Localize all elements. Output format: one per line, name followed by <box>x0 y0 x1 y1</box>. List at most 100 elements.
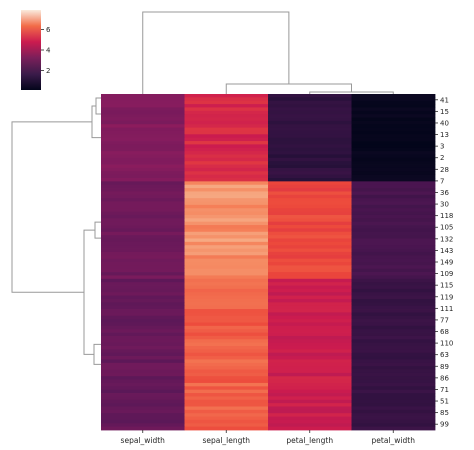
heatmap-cell <box>268 147 352 152</box>
heatmap-cells <box>101 94 436 431</box>
row-tick-label: 149 <box>440 259 453 267</box>
heatmap-cell <box>184 238 269 243</box>
heatmap-cell <box>351 352 436 357</box>
heatmap-cell <box>351 413 436 417</box>
heatmap-cell <box>268 225 352 229</box>
heatmap-cell <box>351 137 436 142</box>
heatmap-cell <box>101 349 185 354</box>
heatmap-cell <box>101 218 185 223</box>
row-tick-labels: 41 15 40 13 3 2 28 7 36 30 118 105 132 143 149 109 115 11… <box>435 96 453 429</box>
heatmap-cell <box>101 201 185 206</box>
heatmap-cell <box>101 322 185 327</box>
heatmap-cell <box>101 127 185 132</box>
heatmap-cell <box>101 120 185 125</box>
heatmap-cell <box>268 372 352 377</box>
heatmap-cell <box>268 413 352 417</box>
heatmap-cell <box>184 255 269 260</box>
heatmap-cell <box>184 144 269 149</box>
heatmap-cell <box>268 164 352 169</box>
heatmap-cell <box>351 238 436 243</box>
heatmap-cell <box>184 147 269 152</box>
heatmap-cell <box>101 403 185 407</box>
heatmap-cell <box>268 305 352 310</box>
heatmap-cell <box>268 265 352 270</box>
heatmap-cell <box>101 251 185 256</box>
heatmap-cell <box>351 151 436 155</box>
heatmap-cell <box>101 312 185 317</box>
heatmap-cell <box>184 248 269 253</box>
heatmap-cell <box>268 144 352 149</box>
heatmap-cell <box>351 110 436 115</box>
colorbar-gradient <box>21 10 41 90</box>
heatmap-cell <box>351 295 436 300</box>
heatmap-cell <box>101 386 185 391</box>
row-tick-label: 36 <box>440 189 449 197</box>
heatmap-cell <box>268 258 352 263</box>
heatmap-cell <box>184 298 269 303</box>
colorbar-ticks: 2 4 6 <box>41 26 51 75</box>
heatmap-cell <box>268 295 352 300</box>
heatmap-cell <box>101 167 185 172</box>
heatmap-cell <box>184 399 269 404</box>
heatmap-cell <box>268 245 352 249</box>
heatmap-cell <box>351 332 436 337</box>
heatmap-cell <box>101 356 185 360</box>
heatmap-cell <box>101 161 185 165</box>
heatmap-cell <box>351 235 436 239</box>
heatmap-cell <box>101 241 185 246</box>
column-tick-label: sepal_width <box>121 436 166 445</box>
heatmap-cell <box>184 393 269 397</box>
heatmap-cell <box>184 329 269 333</box>
heatmap-cell <box>101 376 185 380</box>
heatmap-cell <box>351 278 436 283</box>
row-tick-label: 41 <box>440 96 449 104</box>
column-dendrogram-link <box>142 11 290 94</box>
heatmap-cell <box>268 114 352 118</box>
heatmap-cell <box>184 100 269 105</box>
heatmap-cell <box>268 120 352 125</box>
heatmap-cell <box>351 204 436 209</box>
heatmap-cell <box>268 218 352 223</box>
row-tick-label: 115 <box>440 282 453 290</box>
heatmap-cell <box>184 362 269 367</box>
heatmap-cell <box>184 141 269 145</box>
heatmap-cell <box>184 262 269 266</box>
heatmap-cell <box>351 393 436 397</box>
heatmap-cell <box>101 130 185 135</box>
heatmap-cell <box>101 298 185 303</box>
heatmap-cell <box>351 127 436 132</box>
heatmap-cell <box>268 329 352 333</box>
heatmap-cell <box>101 198 185 202</box>
heatmap-cell <box>351 272 436 276</box>
heatmap-cell <box>268 325 352 330</box>
heatmap-cell <box>351 329 436 333</box>
column-tick-label: sepal_length <box>202 436 250 445</box>
heatmap-cell <box>101 124 185 128</box>
heatmap-cell <box>184 127 269 132</box>
heatmap-cell <box>351 134 436 139</box>
heatmap-cell <box>268 228 352 233</box>
heatmap-cell <box>268 171 352 176</box>
heatmap-cell <box>268 339 352 344</box>
heatmap-cell <box>351 399 436 404</box>
heatmap-cell <box>101 157 185 162</box>
heatmap-cell <box>101 393 185 397</box>
heatmap-cell <box>268 130 352 135</box>
heatmap-cell <box>101 295 185 300</box>
heatmap-cell <box>351 315 436 320</box>
heatmap-cell <box>101 191 185 196</box>
heatmap-cell <box>351 403 436 407</box>
heatmap-cell <box>351 285 436 290</box>
heatmap-cell <box>268 100 352 105</box>
colorbar-tick-label: 6 <box>46 26 51 34</box>
heatmap-cell <box>184 154 269 159</box>
heatmap-cell <box>351 114 436 118</box>
heatmap-cell <box>268 362 352 367</box>
heatmap-cell <box>268 403 352 407</box>
heatmap-cell <box>268 332 352 337</box>
heatmap-cell <box>184 403 269 407</box>
heatmap-cell <box>101 396 185 401</box>
heatmap-cell <box>184 171 269 176</box>
heatmap-cell <box>268 426 352 431</box>
